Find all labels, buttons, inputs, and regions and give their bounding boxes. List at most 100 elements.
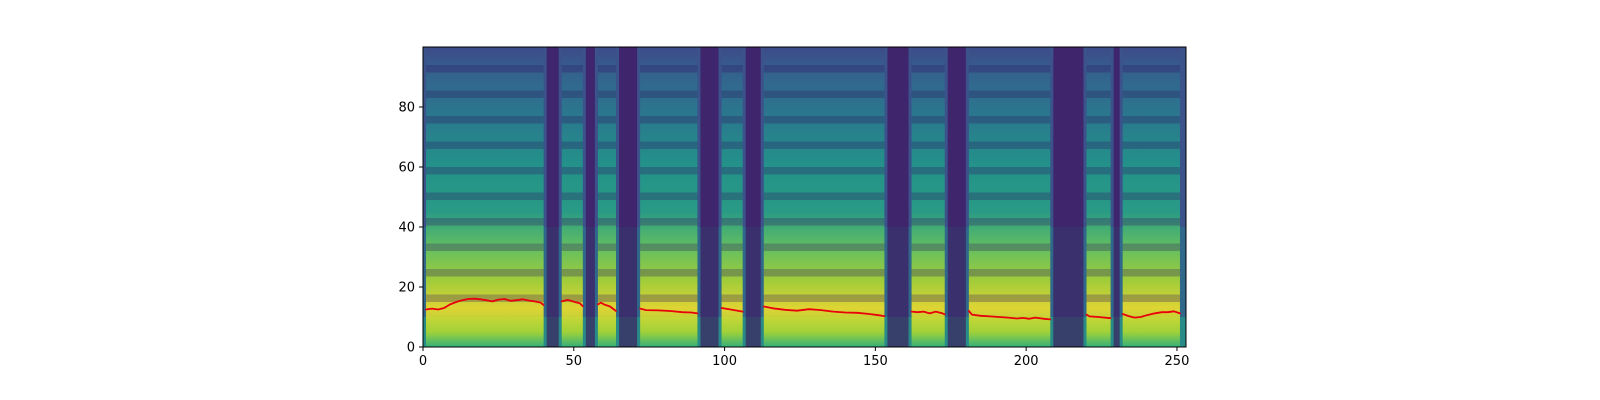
- x-tick-label: 150: [863, 354, 888, 369]
- heatmap-harmonic-gap: [721, 65, 743, 73]
- heatmap-gap: [700, 47, 719, 347]
- heatmap-harmonic-gap: [597, 218, 617, 226]
- heatmap-harmonic-gap: [1122, 294, 1180, 302]
- heatmap-harmonic-gap: [1122, 116, 1180, 124]
- heatmap-gap: [947, 47, 966, 347]
- y-tick-label: 80: [398, 101, 415, 116]
- heatmap-harmonic-gap: [721, 116, 743, 124]
- pitch-contour-segment: [762, 305, 886, 317]
- heatmap-harmonic-gap: [561, 65, 583, 73]
- heatmap-harmonic-gap: [1086, 90, 1111, 98]
- heatmap-harmonic-gap: [763, 243, 885, 251]
- heatmap-harmonic-gap: [763, 167, 885, 175]
- heatmap-harmonic-gap: [721, 294, 743, 302]
- heatmap-harmonic-gap: [561, 294, 583, 302]
- heatmap-gap: [745, 47, 761, 347]
- heatmap-harmonic-gap: [911, 116, 945, 124]
- heatmap-harmonic-gap: [721, 243, 743, 251]
- heatmap-harmonic-gap: [911, 65, 945, 73]
- heatmap-harmonic-gap: [597, 243, 617, 251]
- pitch-contour-segment: [1085, 313, 1112, 320]
- heatmap-harmonic-gap: [426, 269, 544, 277]
- pitch-contour-segment: [597, 301, 617, 312]
- heatmap-harmonic-gap: [1122, 65, 1180, 73]
- heatmap-harmonic-gap: [426, 90, 544, 98]
- heatmap-voiced-segment: [640, 47, 698, 347]
- x-tick-label: 0: [419, 354, 427, 369]
- heatmap-harmonic-gap: [968, 218, 1051, 226]
- heatmap-harmonic-gap: [426, 65, 544, 73]
- heatmap-harmonic-gap: [426, 167, 544, 175]
- heatmap-harmonic-gap: [1122, 269, 1180, 277]
- pitch-contour-segment: [1121, 310, 1181, 319]
- heatmap-harmonic-gap: [640, 218, 698, 226]
- heatmap-harmonic-gap: [968, 243, 1051, 251]
- heatmap-harmonic-gap: [640, 294, 698, 302]
- heatmap-voiced-segment: [721, 47, 743, 347]
- heatmap-harmonic-gap: [597, 141, 617, 149]
- heatmap-voiced-segment: [911, 47, 945, 347]
- heatmap-harmonic-gap: [426, 218, 544, 226]
- heatmap-harmonic-gap: [640, 141, 698, 149]
- heatmap-harmonic-gap: [597, 167, 617, 175]
- heatmap-harmonic-gap: [597, 192, 617, 200]
- heatmap-harmonic-gap: [1122, 167, 1180, 175]
- heatmap-harmonic-gap: [1086, 116, 1111, 124]
- heatmap-harmonic-gap: [763, 65, 885, 73]
- y-tick-label: 0: [407, 341, 415, 356]
- heatmap-voiced-segment: [597, 47, 617, 347]
- heatmap-harmonic-gap: [1122, 90, 1180, 98]
- heatmap-harmonic-gap: [426, 294, 544, 302]
- pitch-contour-segment: [910, 310, 946, 316]
- heatmap-gap: [585, 47, 595, 347]
- heatmap-harmonic-gap: [561, 167, 583, 175]
- heatmap-harmonic-gap: [721, 90, 743, 98]
- heatmap-harmonic-gap: [911, 243, 945, 251]
- heatmap-harmonic-gap: [1122, 218, 1180, 226]
- heatmap-harmonic-gap: [597, 269, 617, 277]
- heatmap-harmonic-gap: [640, 192, 698, 200]
- heatmap-harmonic-gap: [763, 116, 885, 124]
- heatmap-harmonic-gap: [1086, 65, 1111, 73]
- heatmap-harmonic-gap: [721, 192, 743, 200]
- heatmap-gap: [1113, 47, 1120, 347]
- heatmap-harmonic-gap: [968, 192, 1051, 200]
- heatmap-harmonic-gap: [721, 167, 743, 175]
- heatmap-gap: [619, 47, 638, 347]
- heatmap-harmonic-gap: [1086, 141, 1111, 149]
- heatmap-harmonic-gap: [721, 141, 743, 149]
- pitch-contour-segment: [639, 307, 699, 315]
- pitch-contour-segment: [560, 299, 584, 308]
- heatmap-harmonic-gap: [640, 90, 698, 98]
- y-tick-label: 20: [398, 281, 415, 296]
- heatmap-harmonic-gap: [640, 243, 698, 251]
- heatmap-harmonic-gap: [561, 116, 583, 124]
- heatmap-harmonic-gap: [721, 269, 743, 277]
- heatmap-harmonic-gap: [561, 90, 583, 98]
- heatmap-harmonic-gap: [1122, 243, 1180, 251]
- heatmap-voiced-segment: [763, 47, 885, 347]
- heatmap-harmonic-gap: [721, 218, 743, 226]
- heatmap-harmonic-gap: [597, 90, 617, 98]
- heatmap-harmonic-gap: [911, 269, 945, 277]
- x-tick-label: 200: [1014, 354, 1039, 369]
- heatmap-harmonic-gap: [1086, 218, 1111, 226]
- y-tick-label: 60: [398, 161, 415, 176]
- pitch-contour: [425, 297, 1181, 321]
- heatmap-harmonic-gap: [763, 90, 885, 98]
- heatmap-harmonic-gap: [1086, 243, 1111, 251]
- heatmap-harmonic-gap: [640, 167, 698, 175]
- heatmap-harmonic-gap: [763, 192, 885, 200]
- heatmap-harmonic-gap: [968, 116, 1051, 124]
- heatmap-harmonic-gap: [561, 218, 583, 226]
- x-axis: 0 50 100 150 200 250: [419, 347, 1189, 369]
- heatmap-harmonic-gap: [911, 294, 945, 302]
- heatmap-harmonic-gap: [911, 167, 945, 175]
- heatmap-voiced-segment: [1122, 47, 1180, 347]
- spectrogram-heatmap: [426, 47, 1180, 347]
- heatmap-harmonic-gap: [597, 65, 617, 73]
- heatmap-harmonic-gap: [763, 269, 885, 277]
- heatmap-harmonic-gap: [968, 65, 1051, 73]
- pitch-contour-segment: [720, 307, 744, 313]
